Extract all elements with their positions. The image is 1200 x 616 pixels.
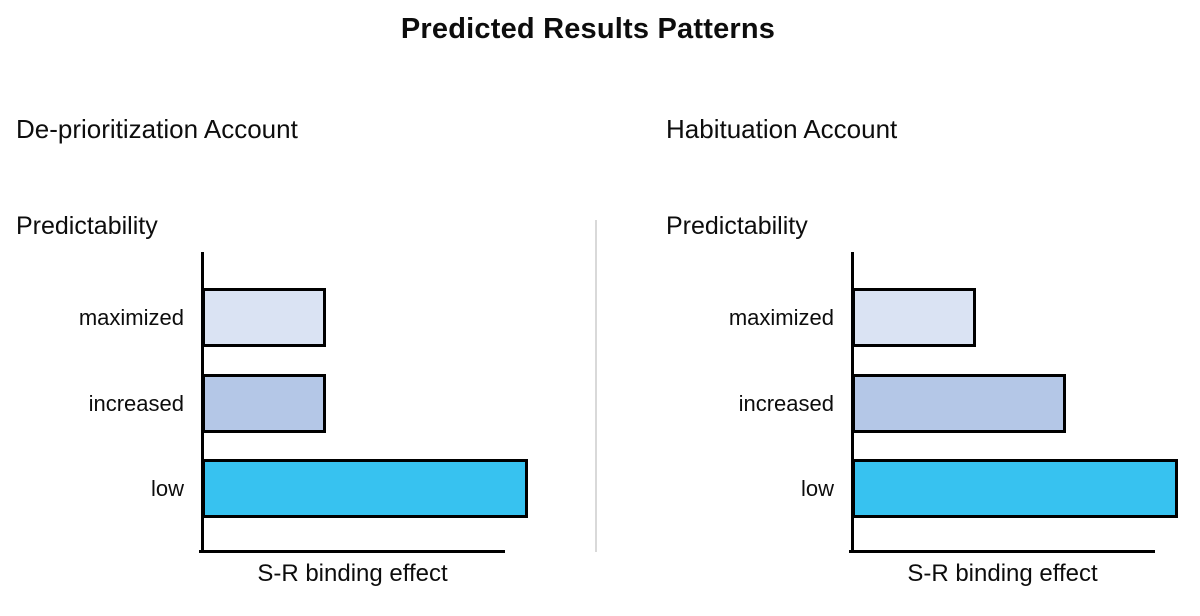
bar-increased <box>202 374 326 433</box>
bar-low <box>852 459 1178 518</box>
bar-maximized <box>202 288 326 347</box>
panel-title-deprioritization: De-prioritization Account <box>16 114 298 144</box>
chart-right: S-R binding effect maximized increased low <box>650 250 1200 610</box>
bar-increased <box>852 374 1066 433</box>
bar-maximized <box>852 288 976 347</box>
category-label-maximized: maximized <box>728 305 834 330</box>
panel-habituation: Habituation Account Predictability S-R b… <box>650 0 1200 616</box>
x-axis-label-right: S-R binding effect <box>907 560 1098 587</box>
category-label-low: low <box>150 476 184 501</box>
panel-deprioritization: De-prioritization Account Predictability… <box>0 0 550 616</box>
panel-title-habituation: Habituation Account <box>666 114 898 144</box>
category-label-maximized: maximized <box>78 305 184 330</box>
y-axis-label-right: Predictability <box>666 212 808 240</box>
category-label-increased: increased <box>88 391 184 416</box>
category-label-increased: increased <box>738 391 834 416</box>
panel-divider <box>595 220 597 552</box>
chart-left: S-R binding effect maximized increased low <box>0 250 550 610</box>
bar-low <box>202 459 528 518</box>
x-axis-label-left: S-R binding effect <box>257 560 448 587</box>
x-axis-line-left <box>199 550 505 553</box>
x-axis-line-right <box>849 550 1155 553</box>
category-label-low: low <box>800 476 834 501</box>
figure-title: Predicted Results Patterns <box>400 13 776 45</box>
y-axis-label-left: Predictability <box>16 212 158 240</box>
